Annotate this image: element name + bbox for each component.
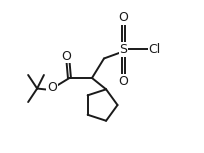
Text: O: O xyxy=(118,11,128,24)
Text: O: O xyxy=(47,81,57,94)
Text: O: O xyxy=(118,75,128,88)
Text: O: O xyxy=(61,50,71,63)
Text: Cl: Cl xyxy=(148,43,160,56)
Text: S: S xyxy=(119,43,127,56)
